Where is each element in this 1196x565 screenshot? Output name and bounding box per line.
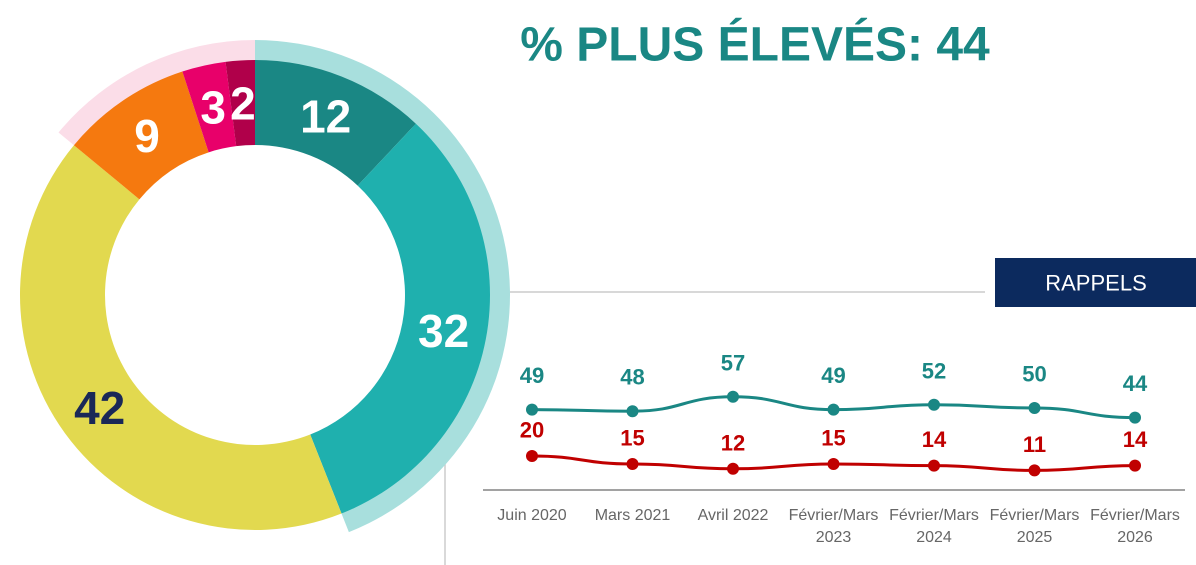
x-tick-label: Février/Mars 2023 [788,507,879,546]
donut-segment [255,60,416,186]
data-label: 11 [1023,432,1046,457]
point [727,462,739,475]
data-label: 3 [200,82,226,134]
point [526,450,538,462]
data-label: 44 [1123,371,1148,396]
data-label: 15 [821,426,845,451]
donut-segment [20,145,342,530]
data-label: 14 [1123,427,1148,452]
point [1028,402,1041,414]
donut-segment [225,60,255,147]
data-label: 49 [821,363,845,388]
point [827,403,840,416]
data-label: 32 [418,305,469,357]
point [928,459,940,472]
point [626,405,639,418]
data-label: 2 [230,77,256,129]
point [1129,411,1141,424]
data-label: 42 [74,382,125,434]
data-label: 48 [620,365,644,390]
point [727,390,739,403]
data-label: 14 [922,427,947,452]
section-title: RAPPELS [1045,271,1147,296]
x-tick-label: Juin 2020 [497,507,567,524]
point [1028,464,1041,477]
data-label: 49 [520,363,544,388]
point [928,398,940,411]
donut-segment [310,123,491,514]
data-label: 57 [721,350,745,375]
point [626,458,639,470]
x-tick-label: Février/Mars 2025 [989,507,1080,546]
data-label: 9 [134,110,160,162]
chart-title: % PLUS ÉLEVÉS: 44 [520,18,990,72]
x-tick-label: Mars 2021 [594,507,671,524]
data-label: 12 [721,430,745,455]
x-tick-label: Février/Mars 2026 [1090,507,1180,546]
data-label: 50 [1022,362,1046,387]
donut-segment [182,61,237,153]
data-label: 52 [922,358,946,383]
data-label: 12 [300,90,351,142]
point [1129,459,1141,472]
data-label: 15 [620,426,644,451]
x-tick-label: Avril 2022 [697,507,769,524]
donut-segment [73,71,209,200]
point [526,403,538,416]
point [827,458,840,470]
data-label: 20 [520,418,544,443]
x-tick-label: Février/Mars 2024 [889,507,979,546]
section-box [995,258,1196,307]
